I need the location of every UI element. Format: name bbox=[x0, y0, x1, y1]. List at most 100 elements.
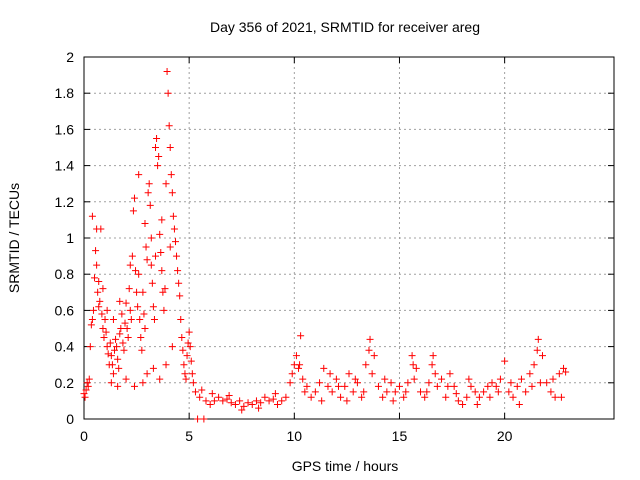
data-point bbox=[555, 370, 563, 378]
data-point bbox=[288, 370, 296, 378]
data-point bbox=[94, 288, 102, 296]
data-point bbox=[227, 399, 235, 407]
data-point bbox=[236, 397, 244, 405]
data-point bbox=[117, 325, 125, 332]
data-point bbox=[484, 382, 492, 390]
data-point bbox=[83, 379, 91, 387]
data-point bbox=[142, 243, 150, 251]
data-point bbox=[269, 395, 277, 403]
data-point bbox=[389, 397, 397, 405]
data-point bbox=[562, 368, 570, 376]
data-point bbox=[156, 230, 164, 238]
x-axis-label: GPS time / hours bbox=[292, 458, 399, 474]
data-point bbox=[137, 334, 145, 342]
data-point bbox=[257, 399, 265, 407]
data-point bbox=[88, 315, 96, 323]
data-point bbox=[429, 352, 437, 360]
data-point bbox=[301, 388, 309, 396]
data-point bbox=[551, 393, 559, 401]
data-point bbox=[459, 401, 467, 409]
data-point bbox=[182, 375, 190, 383]
data-point bbox=[318, 397, 326, 405]
data-point bbox=[138, 346, 146, 354]
data-point bbox=[391, 388, 399, 396]
data-point bbox=[126, 306, 134, 314]
data-points bbox=[80, 67, 570, 423]
data-point bbox=[295, 364, 303, 372]
data-point bbox=[109, 370, 117, 378]
data-point bbox=[180, 361, 188, 369]
data-point bbox=[400, 393, 408, 401]
y-tick-label: 0 bbox=[66, 411, 74, 427]
data-point bbox=[219, 397, 227, 405]
data-point bbox=[168, 189, 176, 197]
data-point bbox=[501, 357, 509, 365]
data-point bbox=[155, 153, 163, 161]
data-point bbox=[88, 212, 96, 220]
data-point bbox=[360, 388, 368, 396]
y-tick-label: 0.2 bbox=[55, 375, 75, 391]
data-point bbox=[225, 391, 233, 399]
data-point bbox=[166, 243, 174, 251]
data-point bbox=[538, 352, 546, 360]
data-point bbox=[454, 397, 462, 405]
data-point bbox=[488, 379, 496, 387]
data-point bbox=[198, 386, 206, 394]
x-tick-label: 20 bbox=[497, 428, 513, 444]
data-point bbox=[320, 364, 328, 372]
data-point bbox=[206, 401, 214, 409]
data-point bbox=[452, 390, 460, 398]
data-point bbox=[334, 382, 342, 390]
data-point bbox=[446, 370, 454, 378]
data-point bbox=[265, 397, 273, 405]
data-point bbox=[480, 388, 488, 396]
data-point bbox=[492, 382, 500, 390]
data-point bbox=[261, 393, 269, 401]
data-point bbox=[362, 361, 370, 369]
data-point bbox=[292, 352, 300, 360]
data-point bbox=[208, 390, 216, 398]
data-point bbox=[106, 339, 114, 347]
data-point bbox=[154, 162, 162, 170]
y-axis-label: SRMTID / TECUs bbox=[6, 183, 22, 293]
data-point bbox=[165, 122, 173, 130]
data-point bbox=[122, 299, 130, 307]
data-point bbox=[125, 285, 133, 293]
data-point bbox=[297, 332, 305, 340]
data-point bbox=[183, 352, 191, 360]
data-point bbox=[299, 375, 307, 383]
y-tick-label: 0.8 bbox=[55, 266, 75, 282]
data-point bbox=[517, 375, 525, 383]
data-point bbox=[175, 279, 183, 287]
data-point bbox=[112, 335, 120, 343]
data-point bbox=[316, 379, 324, 387]
data-point bbox=[534, 335, 542, 343]
data-point bbox=[91, 274, 99, 282]
data-point bbox=[107, 379, 115, 387]
data-point bbox=[402, 388, 410, 396]
data-point bbox=[141, 220, 149, 228]
data-point bbox=[169, 212, 177, 220]
data-point bbox=[513, 382, 521, 390]
data-point bbox=[121, 319, 129, 327]
data-point bbox=[486, 393, 494, 401]
data-point bbox=[127, 315, 135, 323]
data-point bbox=[107, 352, 115, 360]
data-point bbox=[99, 285, 107, 293]
y-tick-label: 1.4 bbox=[55, 158, 75, 174]
data-point bbox=[158, 216, 166, 224]
data-point bbox=[150, 315, 158, 323]
data-point bbox=[240, 402, 248, 410]
data-point bbox=[505, 388, 513, 396]
data-point bbox=[173, 252, 181, 260]
data-point bbox=[326, 370, 334, 378]
data-point bbox=[351, 375, 359, 383]
data-point bbox=[128, 252, 136, 260]
data-point bbox=[383, 388, 391, 396]
data-point bbox=[80, 390, 88, 398]
data-point bbox=[341, 382, 349, 390]
data-point bbox=[395, 382, 403, 390]
data-point bbox=[120, 346, 128, 354]
data-point bbox=[116, 297, 124, 305]
data-point bbox=[381, 375, 389, 383]
